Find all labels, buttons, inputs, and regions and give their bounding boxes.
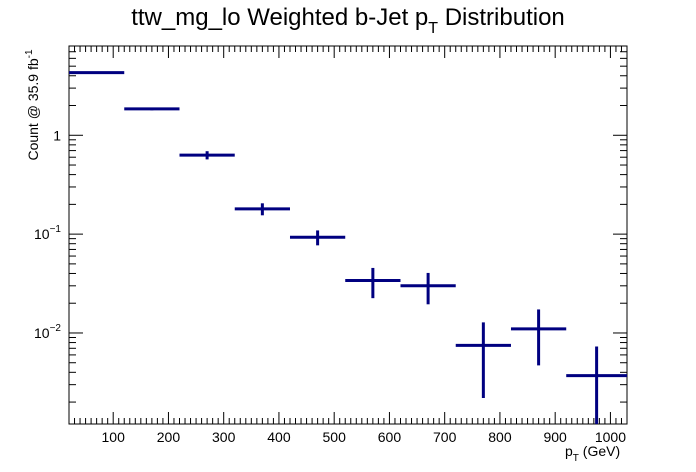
data-point xyxy=(400,272,456,305)
y-tick-label: 10−2 xyxy=(34,323,61,341)
x-tick-label: 800 xyxy=(488,429,512,445)
data-point xyxy=(345,267,401,299)
data-point xyxy=(455,322,511,398)
x-tick-label: 100 xyxy=(102,429,126,445)
plot-frame xyxy=(68,45,628,425)
x-tick-label: 300 xyxy=(212,429,236,445)
data-marks xyxy=(69,71,627,424)
data-point xyxy=(234,203,290,216)
data-point xyxy=(289,230,346,246)
x-tick-label: 500 xyxy=(323,429,347,445)
x-axis-label-subscript: T xyxy=(573,453,579,464)
x-tick-label: 400 xyxy=(267,429,291,445)
data-point xyxy=(566,346,627,424)
x-tick-label: 1000 xyxy=(595,429,626,445)
x-axis-ticks: 100 200 300 400 500 600 700 800 900 1000 xyxy=(74,46,628,445)
x-tick-label: 900 xyxy=(543,429,567,445)
chart-title-subscript: T xyxy=(428,20,438,37)
x-tick-label: 200 xyxy=(157,429,181,445)
data-point xyxy=(510,309,567,366)
data-point xyxy=(124,107,180,111)
y-tick-label: 1 xyxy=(53,127,61,143)
y-axis-label: Count @ 35.9 fb-1 xyxy=(24,49,41,161)
data-point xyxy=(179,151,235,160)
y-axis-label-superscript: -1 xyxy=(24,49,35,58)
x-axis-label: pT (GeV) xyxy=(565,443,620,464)
x-tick-label: 700 xyxy=(433,429,457,445)
chart-title: ttw_mg_lo Weighted b-Jet pT Distribution xyxy=(131,4,565,37)
y-tick-label: 10−1 xyxy=(34,224,61,242)
y-axis-ticks: 1 10−1 10−2 xyxy=(34,45,627,403)
data-point xyxy=(69,71,125,75)
x-tick-label: 600 xyxy=(378,429,402,445)
plot-area-border xyxy=(68,45,628,425)
